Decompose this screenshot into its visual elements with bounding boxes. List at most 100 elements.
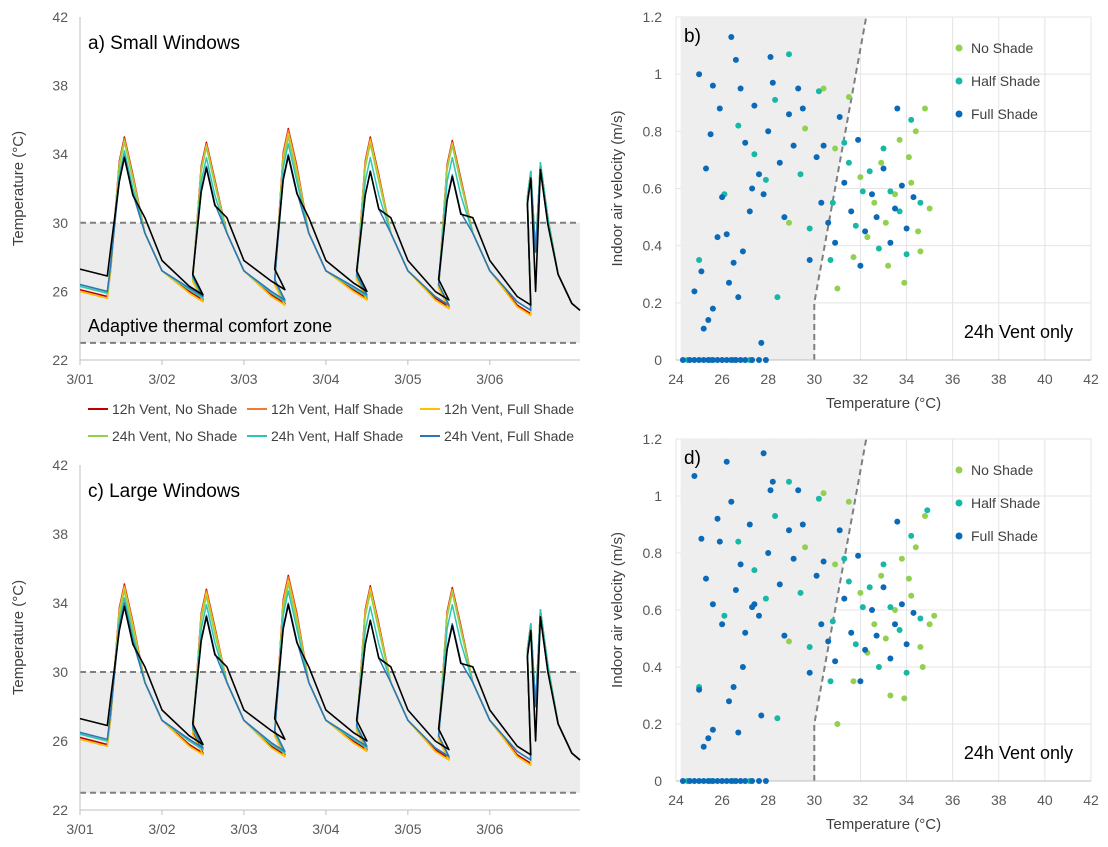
note-text: 24h Vent only	[964, 743, 1073, 763]
scatter-point-no-shade	[905, 575, 912, 582]
legend-marker-half-shade	[955, 499, 963, 507]
x-tick-label: 34	[899, 792, 915, 808]
legend-label: No Shade	[971, 462, 1033, 478]
scatter-point-half-shade	[887, 188, 894, 195]
x-tick-label: 40	[1037, 371, 1053, 387]
scatter-point-full-shade	[760, 191, 767, 198]
scatter-point-full-shade	[898, 182, 905, 189]
scatter-point-full-shade	[862, 228, 869, 235]
scatter-point-full-shade	[700, 743, 707, 750]
scatter-point-half-shade	[841, 555, 848, 562]
comfort-zone-band	[80, 672, 580, 793]
scatter-point-full-shade	[691, 473, 698, 479]
scatter-point-half-shade	[866, 584, 873, 591]
scatter-point-full-shade	[705, 317, 712, 323]
scatter-point-full-shade	[910, 194, 917, 201]
scatter-point-full-shade	[832, 658, 839, 665]
panel-c: 22 26 30 34 38 42 3/01 3/02 3/03 3/04 3/05 3/06 Temp…	[10, 457, 581, 837]
scatter-point-full-shade	[832, 239, 839, 246]
scatter-point-full-shade	[746, 208, 753, 215]
x-tick-label: 30	[807, 371, 823, 387]
x-tick-label: 34	[899, 371, 915, 387]
scatter-point-full-shade	[862, 646, 869, 653]
scatter-point-full-shade	[892, 205, 898, 212]
x-tick-label: 42	[1083, 371, 1099, 387]
y-tick-label: 22	[52, 352, 68, 368]
scatter-point-full-shade	[857, 262, 864, 269]
y-tick-label: 0	[654, 773, 662, 789]
y-tick-label: 0.8	[643, 545, 663, 561]
scatter-point-half-shade	[917, 199, 924, 206]
scatter-point-half-shade	[786, 51, 792, 58]
scatter-point-half-shade	[751, 151, 758, 158]
scatter-point-full-shade	[765, 550, 772, 556]
scatter-point-full-shade	[903, 641, 910, 648]
scatter-point-full-shade	[790, 142, 797, 149]
y-tick-label: 0.2	[643, 716, 663, 732]
y-tick-label: 1.2	[643, 9, 663, 25]
x-tick-label: 42	[1083, 792, 1099, 808]
scatter-point-full-shade	[700, 325, 707, 332]
legend-label: 24h Vent, Half Shade	[271, 428, 404, 444]
scatter-point-full-shade	[806, 669, 813, 676]
legend-marker-no-shade	[955, 44, 963, 52]
y-tick-label: 30	[52, 664, 68, 680]
scatter-point-full-shade	[716, 105, 723, 112]
scatter-point-full-shade	[686, 778, 693, 784]
scatter-point-full-shade	[749, 778, 756, 784]
scatter-point-full-shade	[705, 778, 712, 784]
legend-label: Full Shade	[971, 106, 1038, 122]
scatter-point-full-shade	[767, 54, 774, 60]
series-line-outdoor	[79, 155, 581, 311]
scatter-point-half-shade	[917, 615, 924, 622]
scatter-point-no-shade	[786, 638, 792, 645]
scatter-point-full-shade	[698, 268, 705, 275]
x-tick-label: 3/03	[230, 821, 257, 837]
x-tick-label: 3/03	[230, 371, 257, 387]
scatter-point-no-shade	[878, 572, 885, 579]
scatter-point-full-shade	[781, 632, 788, 639]
scatter-point-full-shade	[786, 111, 792, 118]
scatter-point-full-shade	[728, 498, 735, 505]
series-line-0	[79, 127, 581, 315]
scatter-point-no-shade	[905, 154, 912, 161]
scatter-point-full-shade	[776, 159, 783, 166]
scatter-point-half-shade	[797, 589, 804, 596]
y-tick-label: 0.6	[643, 181, 663, 197]
scatter-point-full-shade	[873, 632, 880, 639]
scatter-point-half-shade	[875, 664, 882, 670]
x-tick-label: 24	[668, 371, 684, 387]
y-tick-label: 0.4	[643, 659, 663, 675]
legend-label: 12h Vent, Half Shade	[271, 401, 404, 417]
x-tick-label: 36	[945, 792, 961, 808]
series-line-5	[79, 602, 581, 761]
y-tick-label: 0	[654, 352, 662, 368]
scatter-point-no-shade	[898, 555, 905, 562]
scatter-point-no-shade	[845, 94, 852, 100]
scatter-point-full-shade	[703, 165, 709, 172]
scatter-point-full-shade	[841, 595, 848, 602]
x-tick-label: 28	[760, 792, 776, 808]
scatter-point-half-shade	[762, 176, 769, 183]
scatter-point-no-shade	[917, 644, 924, 650]
scatter-point-no-shade	[892, 607, 898, 613]
scatter-point-half-shade	[845, 578, 852, 585]
scatter-point-full-shade	[709, 357, 716, 363]
scatter-point-full-shade	[848, 208, 855, 215]
scatter-point-full-shade	[716, 538, 723, 545]
scatter-point-full-shade	[719, 194, 726, 201]
scatter-point-no-shade	[857, 589, 864, 596]
scatter-point-half-shade	[875, 245, 882, 252]
y-tick-label: 42	[52, 9, 68, 25]
y-axis-title: Indoor air velocity (m/s)	[609, 111, 626, 267]
scatter-point-full-shade	[790, 555, 797, 562]
scatter-point-full-shade	[732, 357, 739, 363]
scatter-point-full-shade	[728, 778, 735, 784]
scatter-point-full-shade	[726, 698, 732, 705]
y-tick-label: 1.2	[643, 431, 663, 447]
scatter-point-full-shade	[825, 638, 832, 645]
scatter-point-full-shade	[723, 458, 730, 465]
scatter-point-no-shade	[871, 199, 878, 206]
scatter-point-full-shade	[836, 527, 843, 534]
